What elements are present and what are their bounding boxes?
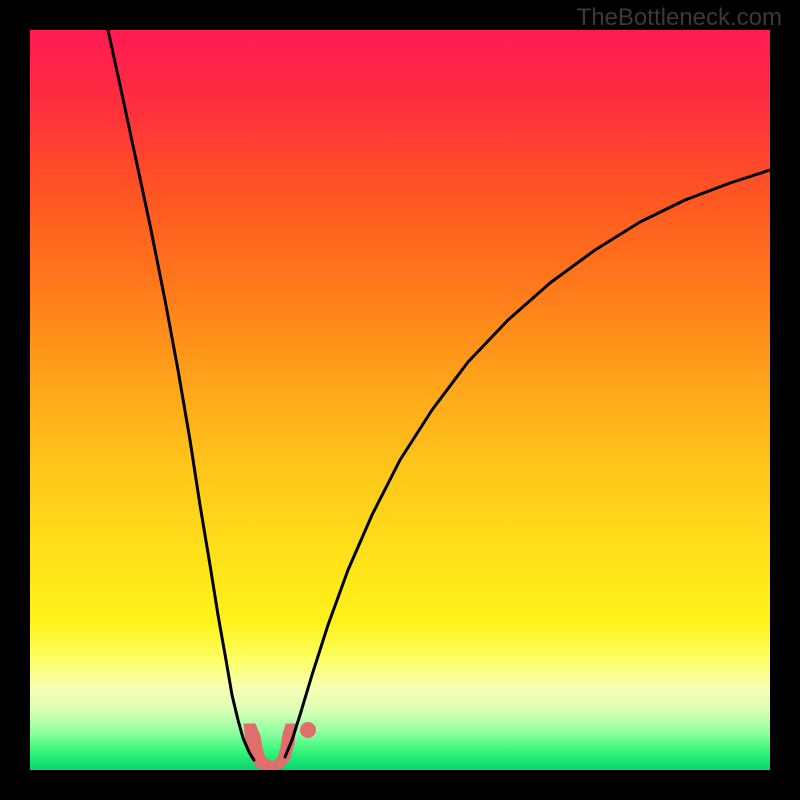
chart-frame [0,0,800,800]
watermark-text: TheBottleneck.com [577,4,782,32]
chart-stage: TheBottleneck.com [0,0,800,800]
frame-border [15,15,785,785]
